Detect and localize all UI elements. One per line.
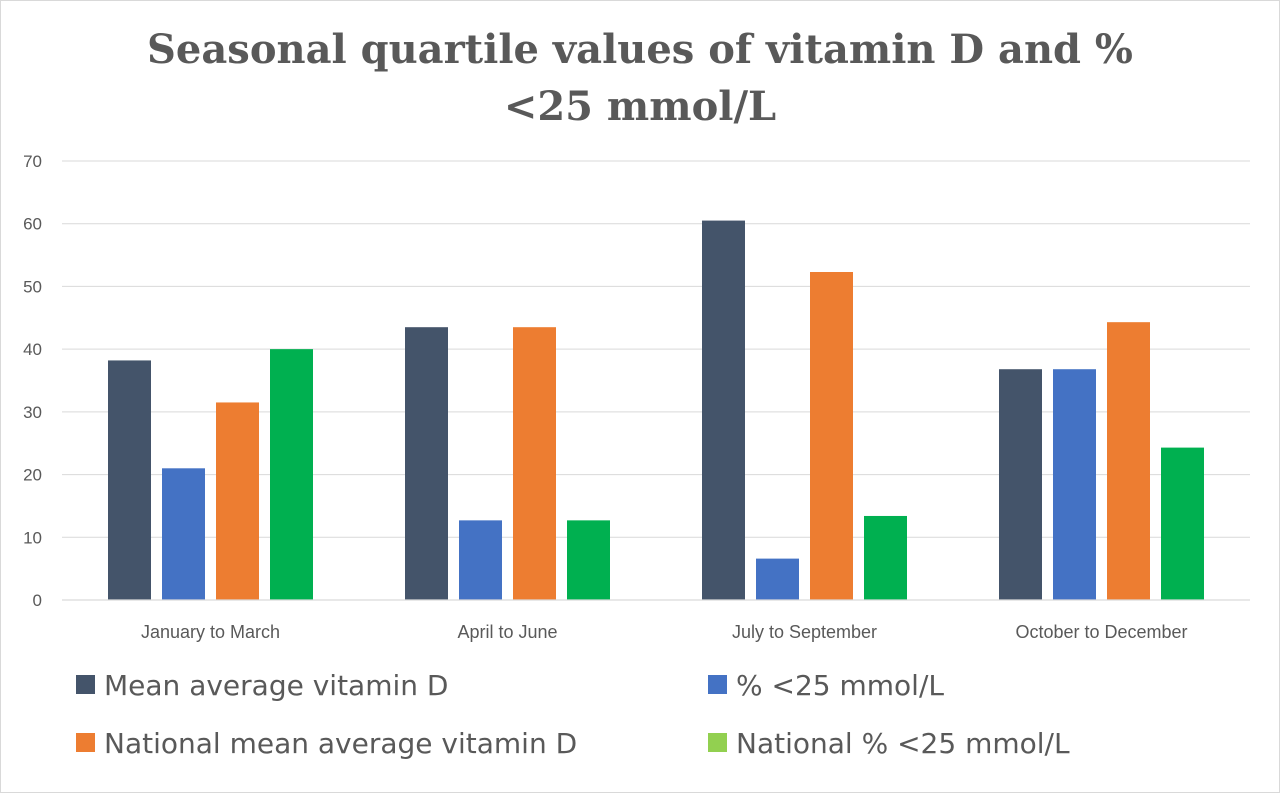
bar [567,520,610,600]
y-tick-label: 20 [23,466,42,485]
bar [864,515,907,600]
bar [270,349,313,600]
x-tick-label: October to December [1015,622,1187,642]
bar [459,520,502,600]
bar [405,327,448,600]
x-tick-label: April to June [457,622,557,642]
gridlines [62,160,1250,538]
y-tick-label: 50 [23,277,42,296]
bar [162,468,205,600]
legend-swatch [76,675,95,694]
legend-label: Mean average vitamin D [104,669,448,702]
bar [216,402,259,600]
bar [810,272,853,600]
y-tick-label: 30 [23,403,42,422]
legend-swatch [708,733,727,752]
bar [702,220,745,601]
bar [1161,447,1204,600]
y-tick-label: 40 [23,340,42,359]
legend-swatch [76,733,95,752]
legend-label: National mean average vitamin D [104,727,577,760]
bar [999,369,1042,600]
bar [1107,322,1150,600]
y-tick-label: 70 [23,152,42,171]
bar [756,558,799,600]
legend-swatch [708,675,727,694]
x-tick-label: July to September [732,622,877,642]
y-axis-ticks: 0 10 20 30 40 50 60 70 [23,152,42,610]
bar [513,327,556,600]
y-tick-label: 60 [23,215,42,234]
bar [108,360,151,600]
legend-label: National % <25 mmol/L [736,727,1070,760]
chart-title-line-2: <25 mmol/L [504,83,776,130]
x-tick-label: January to March [141,622,280,642]
bar [1053,369,1096,600]
legend-label: % <25 mmol/L [736,669,944,702]
legend: Mean average vitamin D % <25 mmol/L Nation… [76,669,1070,760]
x-axis-ticks: January to March April to June July to Sep… [141,622,1188,642]
chart-title: Seasonal quartile values of vitamin D an… [147,26,1133,73]
bars [108,220,1204,601]
y-tick-label: 10 [23,528,42,547]
y-tick-label: 0 [33,591,42,610]
